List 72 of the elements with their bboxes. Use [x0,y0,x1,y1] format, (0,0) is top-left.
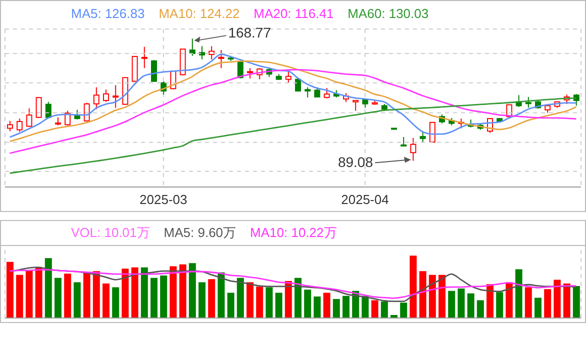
x-tick-label: 2025-03 [140,192,188,208]
bar [410,256,417,318]
bar [275,292,282,318]
bar [131,267,138,318]
bar [486,284,494,318]
bar [6,262,14,318]
bar [304,290,312,318]
bar [476,300,484,318]
text: MA10: 10.22万 [250,224,337,242]
bar [112,287,120,318]
bar [44,258,52,318]
bar [534,298,542,318]
bar [54,278,62,318]
bar [246,282,254,318]
bar [458,288,465,318]
text: VOL: 10.01万 [71,224,150,242]
bar [26,270,33,318]
bar [515,269,522,318]
bar [198,282,206,318]
text: MA10: 124.22 [158,6,240,20]
bar [170,266,177,318]
bar [323,292,330,318]
bar [150,278,158,318]
bar [294,278,302,318]
bar [419,271,426,318]
bar [362,296,369,318]
bar [74,282,81,318]
bar [102,284,110,318]
bar [554,280,561,318]
bar [160,275,168,318]
bar [266,287,273,318]
bar [208,279,216,318]
bar [332,298,340,318]
bar [236,278,244,318]
bar [428,274,436,318]
bar [496,292,504,318]
bar [35,267,42,318]
bar [83,272,90,318]
bar [448,290,456,318]
bar [314,296,321,318]
candlestick [141,46,148,69]
bar [563,284,570,318]
bar [380,301,388,318]
candlestick [112,84,119,108]
bar [572,286,580,318]
bar [16,274,24,318]
candlestick [208,46,215,60]
bar [188,263,196,318]
bar [227,292,234,318]
annotation: 89.08 [338,154,374,170]
bar [524,287,532,318]
text: MA5: 9.60万 [164,224,236,242]
bar [371,300,378,318]
bar [179,264,186,318]
bar [438,274,446,318]
text: MA20: 116.41 [254,6,334,20]
bar [400,302,408,318]
bar [92,271,100,318]
bar [467,293,474,318]
x-tick-label: 2025-04 [341,192,389,208]
bar [256,286,264,318]
bar [284,281,292,318]
text: MA60: 130.03 [348,6,429,20]
text: MA5: 126.83 [71,6,145,20]
bar [122,268,129,318]
bar [506,282,513,318]
annotation: 168.77 [228,24,272,41]
bar [140,267,148,318]
bar [218,272,225,318]
bar [544,289,552,318]
bar [64,274,72,318]
bar [342,296,350,318]
